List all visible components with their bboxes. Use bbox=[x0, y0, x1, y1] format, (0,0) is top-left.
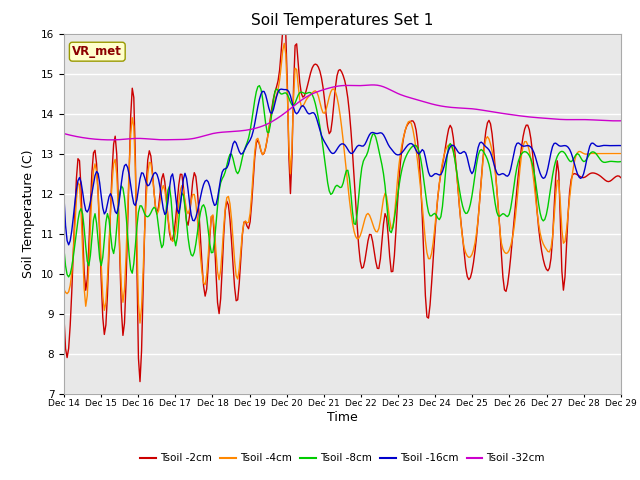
Y-axis label: Soil Temperature (C): Soil Temperature (C) bbox=[22, 149, 35, 278]
Title: Soil Temperatures Set 1: Soil Temperatures Set 1 bbox=[252, 13, 433, 28]
Legend: Tsoil -2cm, Tsoil -4cm, Tsoil -8cm, Tsoil -16cm, Tsoil -32cm: Tsoil -2cm, Tsoil -4cm, Tsoil -8cm, Tsoi… bbox=[136, 449, 549, 468]
X-axis label: Time: Time bbox=[327, 411, 358, 424]
Text: VR_met: VR_met bbox=[72, 45, 122, 58]
